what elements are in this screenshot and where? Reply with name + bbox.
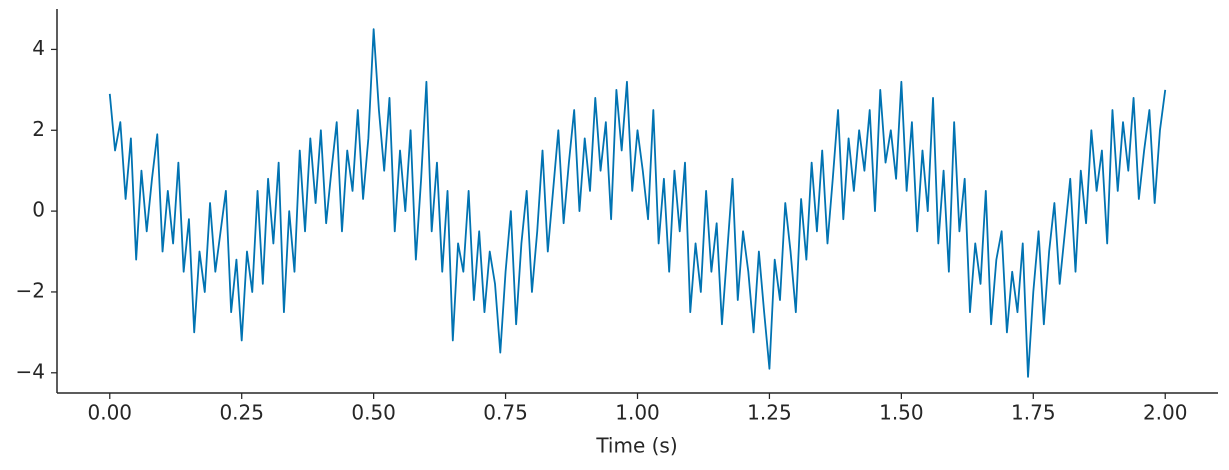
x-tick-label: 1.75 [1011, 401, 1056, 425]
signal-line [108, 28, 1167, 378]
x-tick-label: 0.50 [351, 401, 396, 425]
y-tick-label: 4 [32, 36, 45, 60]
x-tick-label: 0.75 [483, 401, 528, 425]
x-tick-label: 1.50 [879, 401, 924, 425]
x-tick-label: 0.25 [219, 401, 264, 425]
x-tick-label: 1.00 [615, 401, 660, 425]
y-tick-label: 0 [32, 198, 45, 222]
x-tick-label: 0.00 [88, 401, 133, 425]
y-tick-label: 2 [32, 117, 45, 141]
x-axis-label: Time (s) [595, 434, 677, 458]
y-tick-label: −4 [16, 359, 45, 383]
x-tick-label: 2.00 [1143, 401, 1188, 425]
y-tick-label: −2 [16, 278, 45, 302]
x-tick-label: 1.25 [747, 401, 792, 425]
